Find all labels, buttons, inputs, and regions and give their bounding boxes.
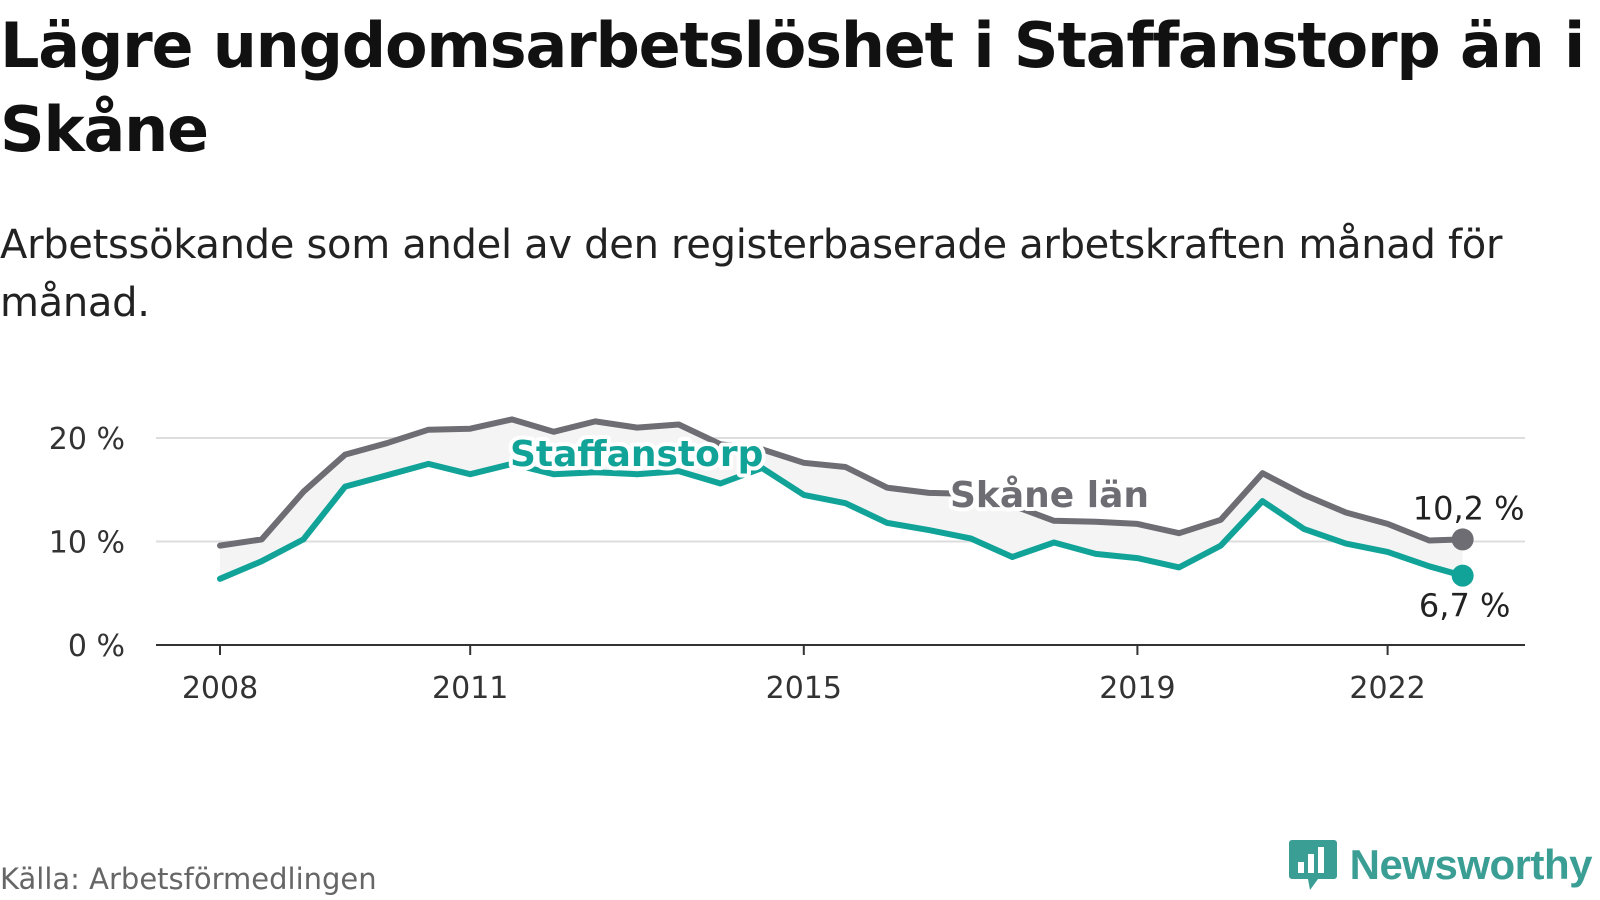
- end-value-label-staffanstorp: 6,7 %: [1419, 587, 1510, 625]
- difference-band: [220, 419, 1463, 579]
- y-tick-label: 0 %: [68, 629, 125, 664]
- chart-title: Lägre ungdomsarbetslöshet i Staffanstorp…: [0, 9, 1585, 166]
- x-tick-label: 2011: [432, 671, 508, 706]
- chart-subtitle: Arbetssökande som andel av den registerb…: [0, 222, 1503, 326]
- series-label-staffanstorp: Staffanstorp: [510, 434, 763, 475]
- series-label-layer: Staffanstorp Skåne län 10,2 % 6,7 %: [506, 430, 1528, 628]
- staffanstorp-line-end-point: [1451, 564, 1474, 587]
- x-tick-layer: 2008 2011 2015 2019 2022: [182, 645, 1426, 706]
- series-label-skane: Skåne län: [950, 475, 1149, 516]
- x-tick-label: 2015: [766, 671, 842, 706]
- newsworthy-icon: [1288, 840, 1337, 890]
- staffanstorp-line: [217, 460, 1466, 582]
- skane-line-end-point: [1451, 528, 1474, 551]
- x-tick-label: 2022: [1349, 671, 1425, 706]
- y-tick-label: 10 %: [49, 526, 125, 561]
- y-tick-layer: 0 % 10 % 20 %: [49, 422, 125, 664]
- end-value-label-skane: 10,2 %: [1413, 489, 1525, 527]
- newsworthy-logo: Newsworthy: [1288, 838, 1593, 892]
- brand-name: Newsworthy: [1349, 841, 1593, 888]
- source-note: Källa: Arbetsförmedlingen: [0, 862, 377, 896]
- y-tick-label: 20 %: [49, 422, 125, 457]
- grid-layer: [156, 437, 1525, 543]
- x-tick-label: 2008: [182, 671, 258, 706]
- skane-line: [217, 416, 1466, 549]
- series-layer: [217, 416, 1474, 587]
- x-tick-label: 2019: [1099, 671, 1175, 706]
